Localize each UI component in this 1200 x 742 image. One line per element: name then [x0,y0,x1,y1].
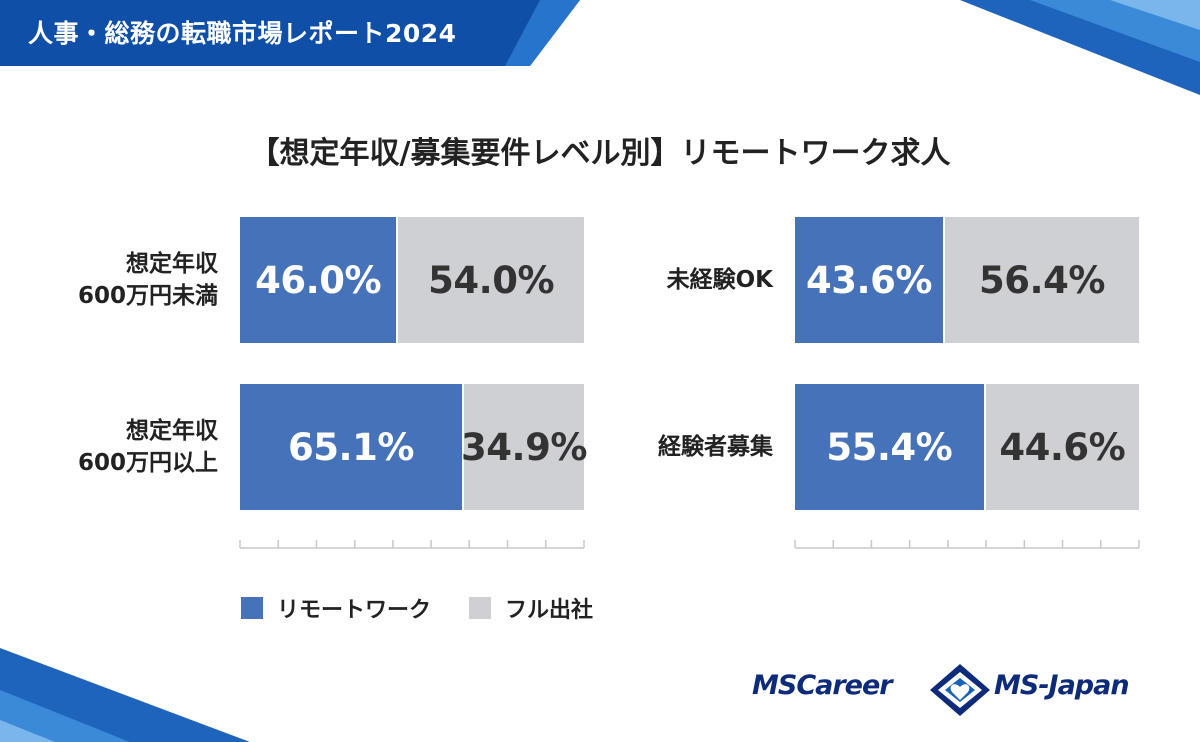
stacked-bar-0-1: 65.1% 34.9% [240,384,587,510]
ms-career-logo: MSCareer [752,670,893,701]
category-label-line: 600万円以上 [77,450,218,476]
data-label: 44.6% [999,425,1126,469]
category-label-line: 想定年収 [126,251,218,277]
bar-office-1-0: 56.4% [944,217,1139,343]
category-label-0-1: 想定年収 600万円以上 [78,415,218,479]
legend-label-office: フル出社 [505,598,594,623]
ms-japan-logo: MS-Japan [994,670,1130,701]
bottom-left-stripe-light [0,720,55,742]
ms-japan-diamond-logo-icon [930,664,990,716]
bottom-left-stripe-mid [0,690,130,742]
footer-logos: MSCareer MS-Japan [752,662,1152,718]
category-label-1-0: 未経験OK [667,264,773,296]
data-label: 55.4% [826,425,953,469]
data-label: 65.1% [288,425,414,469]
data-label: 54.0% [428,258,555,302]
legend: リモートワーク フル出社 [241,592,631,624]
stacked-bar-0-0: 46.0% 54.0% [240,217,584,343]
x-axis-left [239,540,585,549]
bar-remote-0-1: 65.1% [240,384,464,510]
report-title: 人事・総務の転職市場レポート2024 [28,19,457,48]
header-banner-accent [505,0,580,66]
category-label-1-1: 経験者募集 [658,431,773,463]
bar-office-1-1: 44.6% [985,384,1139,510]
category-label-line: 想定年収 [126,418,218,444]
header-banner-shape [0,0,580,66]
legend-swatch-office [469,597,492,619]
bar-office-0-0: 54.0% [398,217,584,343]
category-label-line: 600万円未満 [77,283,218,309]
bar-remote-0-0: 46.0% [240,217,399,343]
data-label: 43.6% [806,258,932,302]
data-label: 46.0% [255,258,382,302]
bar-remote-1-0: 43.6% [795,217,945,343]
bar-office-0-1: 34.9% [461,384,587,510]
chart-title: 【想定年収/募集要件レベル別】リモートワーク求人 [249,136,951,171]
legend-swatch-remote [241,597,263,619]
data-label: 56.4% [979,258,1105,302]
legend-label-remote: リモートワーク [277,598,432,623]
data-label: 34.9% [461,425,587,469]
category-label-line: 未経験OK [666,267,773,293]
bar-remote-1-1: 55.4% [795,384,986,510]
legend-item-remote: リモートワーク [241,592,431,624]
legend-item-office: フル出社 [469,592,593,624]
category-label-0-0: 想定年収 600万円未満 [78,248,218,312]
top-right-stripe-light [1110,0,1200,30]
stacked-bar-1-1: 55.4% 44.6% [795,384,1139,510]
stacked-bar-1-0: 43.6% 56.4% [795,217,1139,343]
category-label-line: 経験者募集 [658,434,773,460]
x-axis-right [794,540,1140,549]
